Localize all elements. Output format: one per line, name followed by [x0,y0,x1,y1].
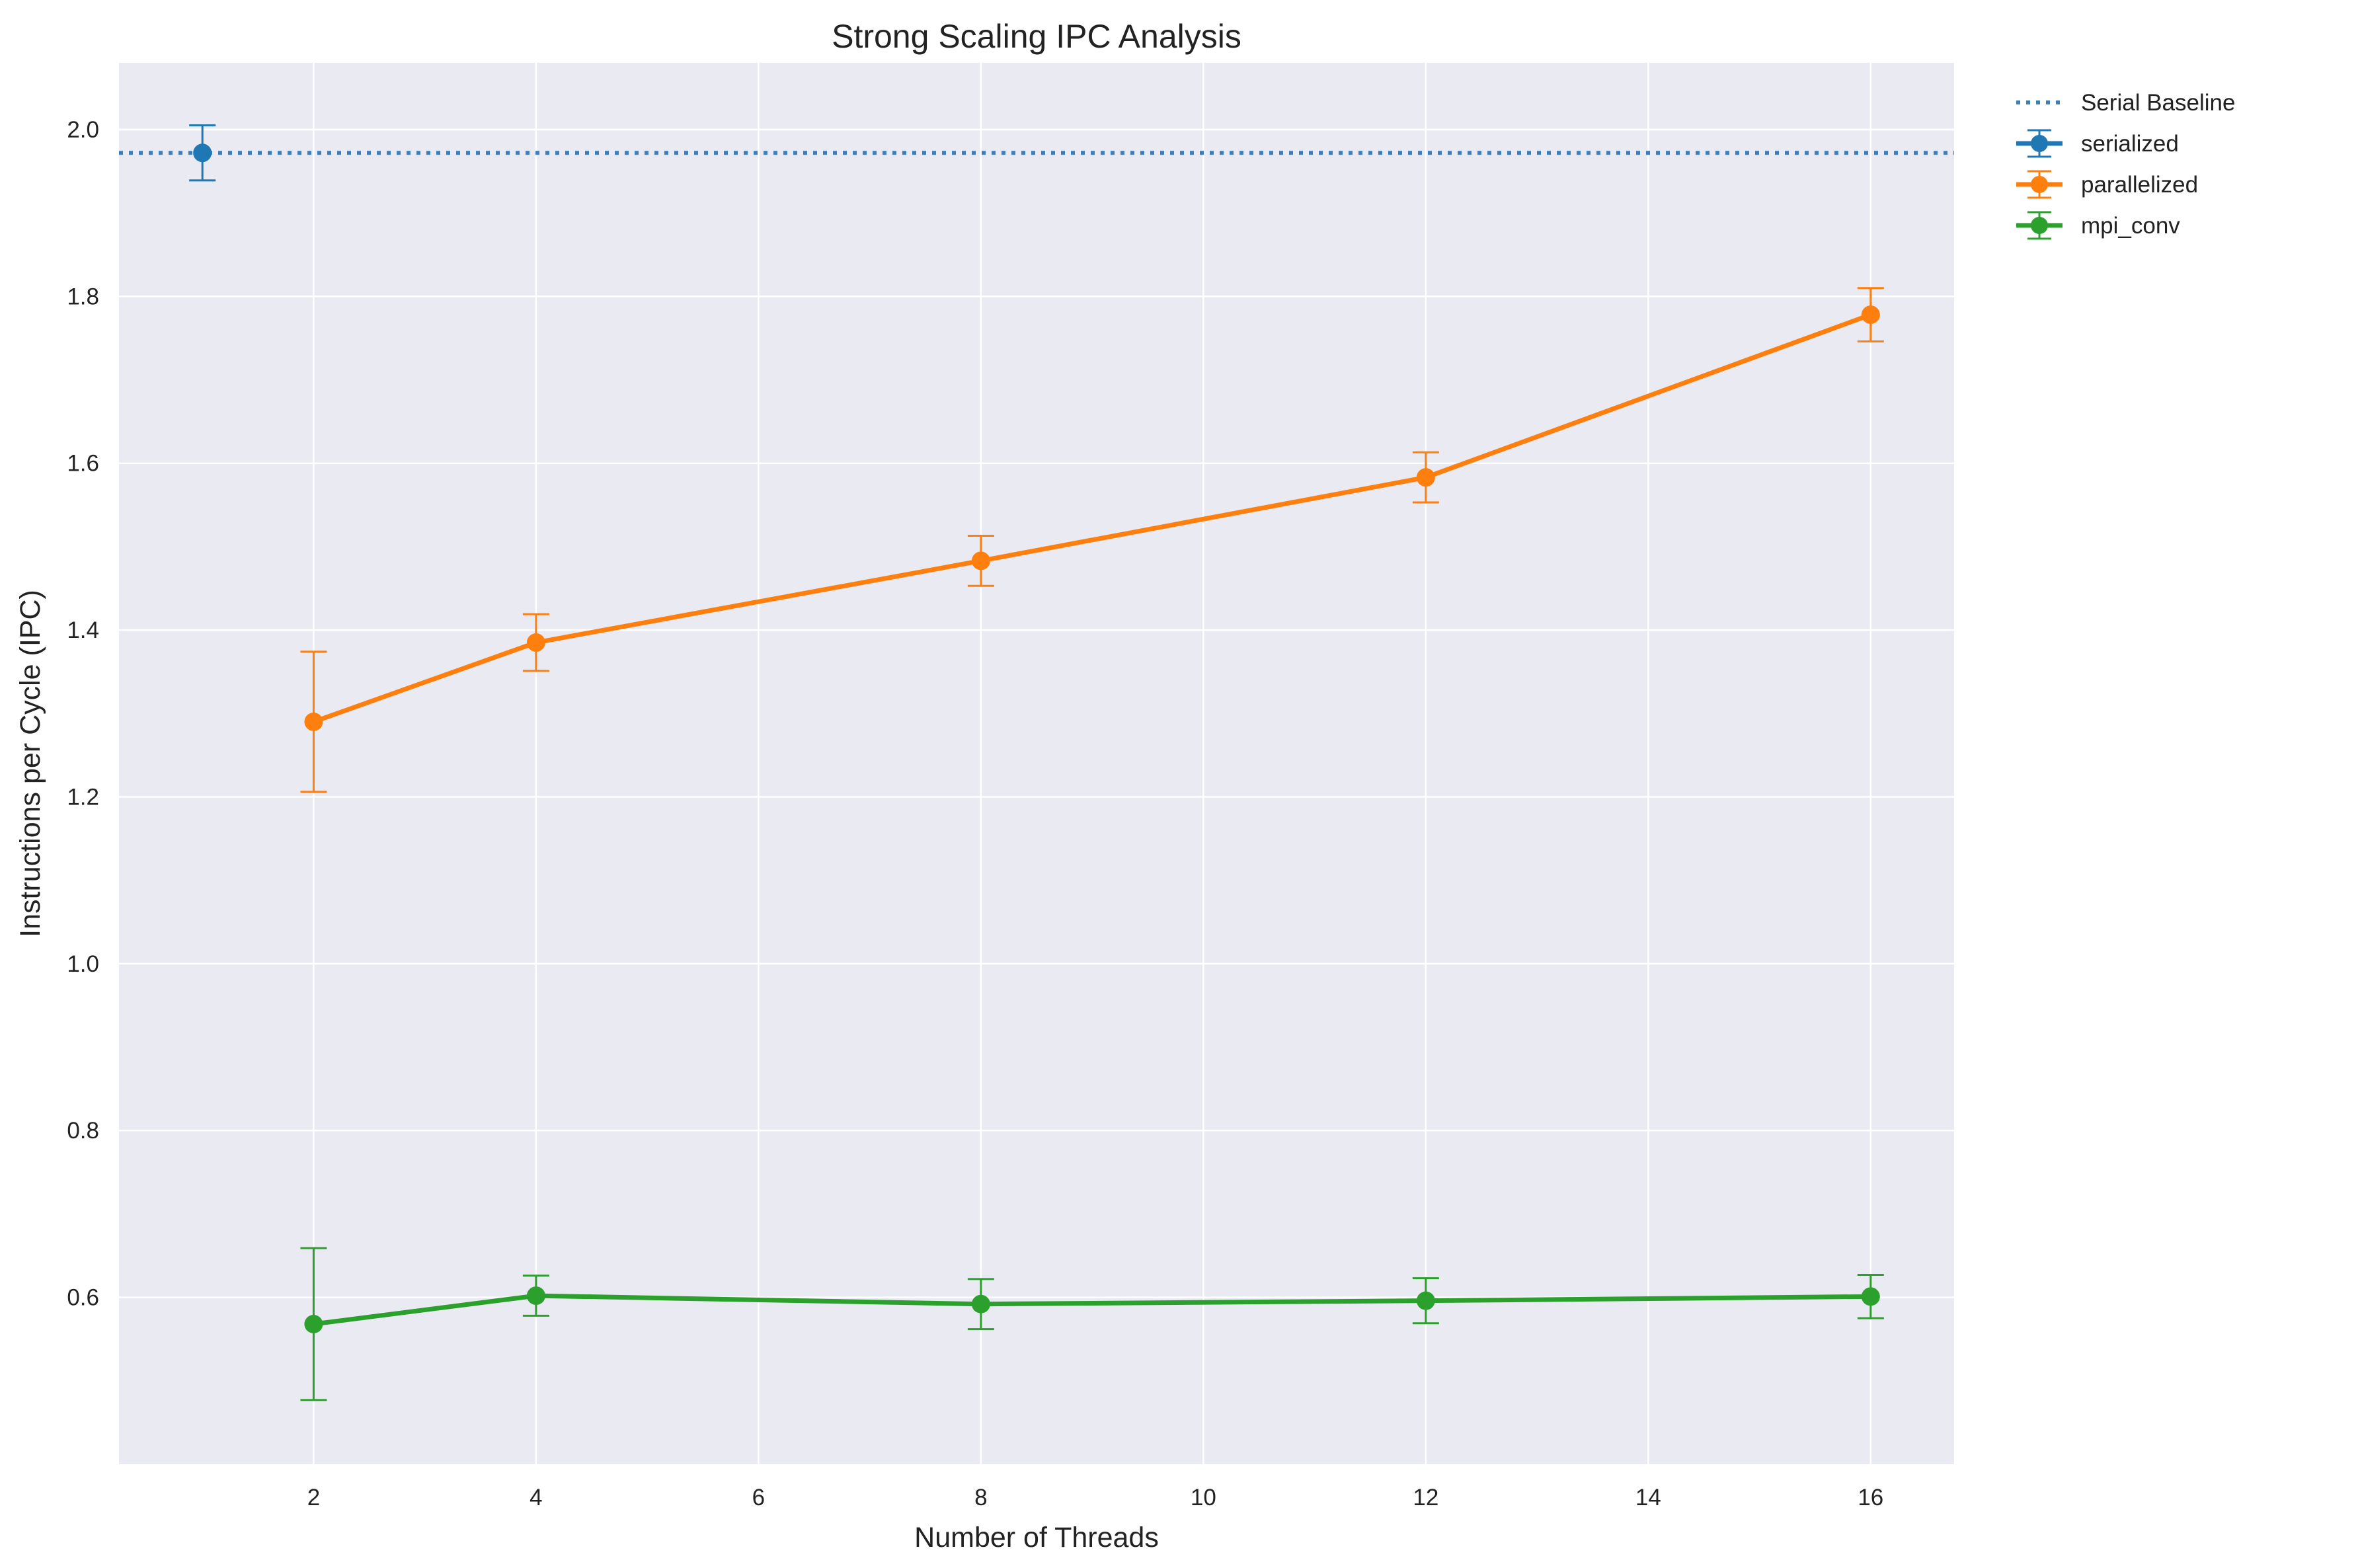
legend-label: parallelized [2081,172,2198,198]
legend-label: mpi_conv [2081,213,2180,239]
data-point [526,1286,545,1306]
x-tick-label: 8 [974,1485,987,1510]
x-tick-label: 16 [1858,1485,1883,1510]
x-tick-label: 14 [1635,1485,1661,1510]
legend-item: Serial Baseline [2016,90,2235,116]
x-tick-label: 4 [530,1485,542,1510]
data-point [1861,305,1880,325]
data-point [193,143,212,163]
data-point [1416,468,1435,487]
series-parallelized [300,287,1884,793]
chart-title: Strong Scaling IPC Analysis [832,18,1241,55]
data-point [304,712,323,731]
series-layer [189,124,1884,1401]
data-point [971,1294,990,1313]
x-tick-label: 2 [307,1485,320,1510]
data-point [526,633,545,652]
legend-swatch-marker [2031,176,2048,193]
data-point [1861,1287,1880,1306]
y-tick-label: 2.0 [67,117,99,143]
y-axis-label: Instructions per Cycle (IPC) [15,590,46,937]
plot-background [119,63,1954,1464]
y-tick-label: 1.6 [67,451,99,477]
y-tick-label: 1.2 [67,784,99,810]
y-tick-label: 1.8 [67,284,99,309]
y-tick-label: 0.6 [67,1285,99,1311]
y-tick-label: 1.4 [67,617,99,643]
grid [119,63,1954,1464]
x-axis-label: Number of Threads [914,1522,1159,1553]
x-tick-label: 10 [1191,1485,1216,1510]
x-tick-label: 12 [1413,1485,1438,1510]
legend-item: mpi_conv [2016,211,2180,240]
data-point [304,1315,323,1333]
legend-swatch-marker [2031,217,2048,234]
series-mpi_conv [300,1247,1884,1401]
series-serialized [189,124,216,182]
y-tick-label: 0.8 [67,1118,99,1144]
data-point [971,551,990,570]
data-point [1416,1291,1435,1310]
legend-item: parallelized [2016,170,2198,199]
legend-label: serialized [2081,131,2179,157]
x-tick-label: 6 [752,1485,765,1510]
y-tick-label: 1.0 [67,951,99,977]
legend-label: Serial Baseline [2081,90,2235,116]
tick-labels: 2 4 6 8 10 12 14 16 0.6 0.8 1.0 1.2 1.4 1.6 1.8 2.0 [67,117,1883,1510]
legend: Serial Baseline serialized parallelized mpi… [2016,90,2235,240]
legend-swatch-marker [2031,135,2048,152]
legend-item: serialized [2016,129,2179,158]
